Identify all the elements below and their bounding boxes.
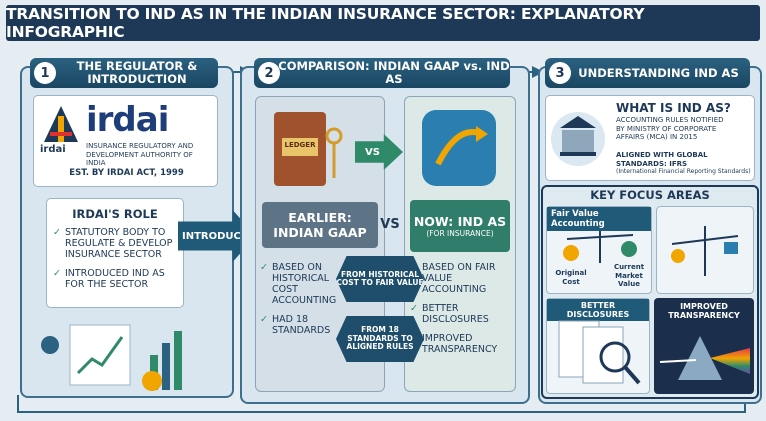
market-value: Current Market Value — [607, 263, 651, 289]
ind-as-icon — [418, 104, 502, 194]
point-text: BASED ON FAIR VALUE ACCOUNTING — [422, 262, 514, 295]
balance-tile — [656, 206, 754, 294]
point-list: ✓BASED ON FAIR VALUE ACCOUNTING ✓BETTER D… — [410, 262, 514, 363]
illustration — [40, 315, 200, 395]
what-card: MCA WHAT IS IND AS? ACCOUNTING RULES NOT… — [545, 95, 755, 181]
point: ✓BETTER DISCLOSURES — [410, 303, 514, 325]
section-number: 1 — [34, 62, 56, 84]
original-cost: Original Cost — [551, 269, 591, 286]
now-subtitle: (FOR INSURANCE) — [410, 229, 510, 238]
check-icon: ✓ — [53, 227, 61, 260]
logo: irdai — [86, 100, 168, 140]
point: ✓HAD 18 STANDARDS — [260, 314, 352, 336]
building-label: MCA — [560, 106, 578, 114]
prism-icon — [660, 328, 750, 388]
transparency: IMPROVED TRANSPARENCY — [654, 298, 754, 320]
what-text: ACCOUNTING RULES NOTIFIED BY MINISTRY OF… — [616, 116, 724, 142]
point-text: BETTER DISCLOSURES — [422, 303, 514, 325]
logo-small: irdai — [40, 144, 66, 155]
role-title: IRDAI'S ROLE — [47, 207, 183, 221]
check-icon: ✓ — [53, 268, 61, 290]
section-header: UNDERSTANDING IND AS — [545, 58, 750, 88]
documents-icon — [555, 317, 645, 391]
point: ✓INTRODUCED IND AS FOR THE SECTOR — [53, 268, 177, 290]
point-list: ✓STATUTORY BODY TO REGULATE & DEVELOP IN… — [47, 227, 183, 290]
section-number: 2 — [258, 62, 280, 84]
shift-arrow: FROM HISTORICAL COST TO FAIR VALUE — [336, 256, 424, 302]
established: EST. BY IRDAI ACT, 1999 — [34, 168, 219, 178]
irdai-card: irdai irdai INSURANCE REGULATORY AND DEV… — [33, 95, 218, 187]
disclosures-tile: BETTER DISCLOSURES — [546, 298, 650, 394]
point: ✓BASED ON HISTORICAL COST ACCOUNTING — [260, 262, 352, 306]
aligned-note: (International Financial Reporting Stand… — [616, 168, 754, 177]
point: ✓BASED ON FAIR VALUE ACCOUNTING — [410, 262, 514, 295]
check-icon: ✓ — [260, 262, 268, 306]
mca-building — [550, 104, 606, 174]
earlier-title: EARLIER: INDIAN GAAP — [262, 202, 378, 248]
point-text: STATUTORY BODY TO REGULATE & DEVELOP INS… — [65, 227, 177, 260]
ledger-label: LEDGER — [282, 141, 318, 149]
focus-title: KEY FOCUS AREAS — [541, 188, 759, 202]
ledger-icon — [268, 108, 348, 196]
now-title: NOW: IND AS — [410, 215, 510, 229]
scale-icon — [557, 227, 643, 267]
section-number: 3 — [549, 62, 571, 84]
section-header: COMPARISON: INDIAN GAAP vs. IND AS — [254, 58, 510, 88]
section-heading: UNDERSTANDING IND AS — [578, 67, 739, 80]
logo-icon — [42, 104, 80, 144]
fair-value-tile: Fair Value Accounting Original Cost Curr… — [546, 206, 652, 294]
point-text: IMPROVED TRANSPARENCY — [422, 333, 514, 355]
point: ✓IMPROVED TRANSPARENCY — [410, 333, 514, 355]
role-card: IRDAI'S ROLE ✓STATUTORY BODY TO REGULATE… — [46, 198, 184, 308]
shift-arrow: FROM 18 STANDARDS TO ALIGNED RULES — [336, 316, 424, 362]
now-box: NOW: IND AS (FOR INSURANCE) — [410, 200, 510, 252]
infographic: TRANSITION TO IND AS IN THE INDIAN INSUR… — [0, 0, 766, 421]
full-name: INSURANCE REGULATORY AND DEVELOPMENT AUT… — [86, 142, 211, 168]
vs-middle: VS — [375, 217, 405, 232]
aligned-title: ALIGNED WITH GLOBAL STANDARDS: IFRS — [616, 151, 754, 168]
point-text: INTRODUCED IND AS FOR THE SECTOR — [65, 268, 177, 290]
transparency-tile: IMPROVED TRANSPARENCY — [654, 298, 754, 394]
section-heading: THE REGULATOR & INTRODUCTION — [56, 60, 218, 86]
point: ✓STATUTORY BODY TO REGULATE & DEVELOP IN… — [53, 227, 177, 260]
section-header: THE REGULATOR & INTRODUCTION — [30, 58, 218, 88]
what-title: WHAT IS IND AS? — [616, 101, 731, 115]
section-heading: COMPARISON: INDIAN GAAP vs. IND AS — [278, 60, 510, 86]
check-icon: ✓ — [260, 314, 268, 336]
